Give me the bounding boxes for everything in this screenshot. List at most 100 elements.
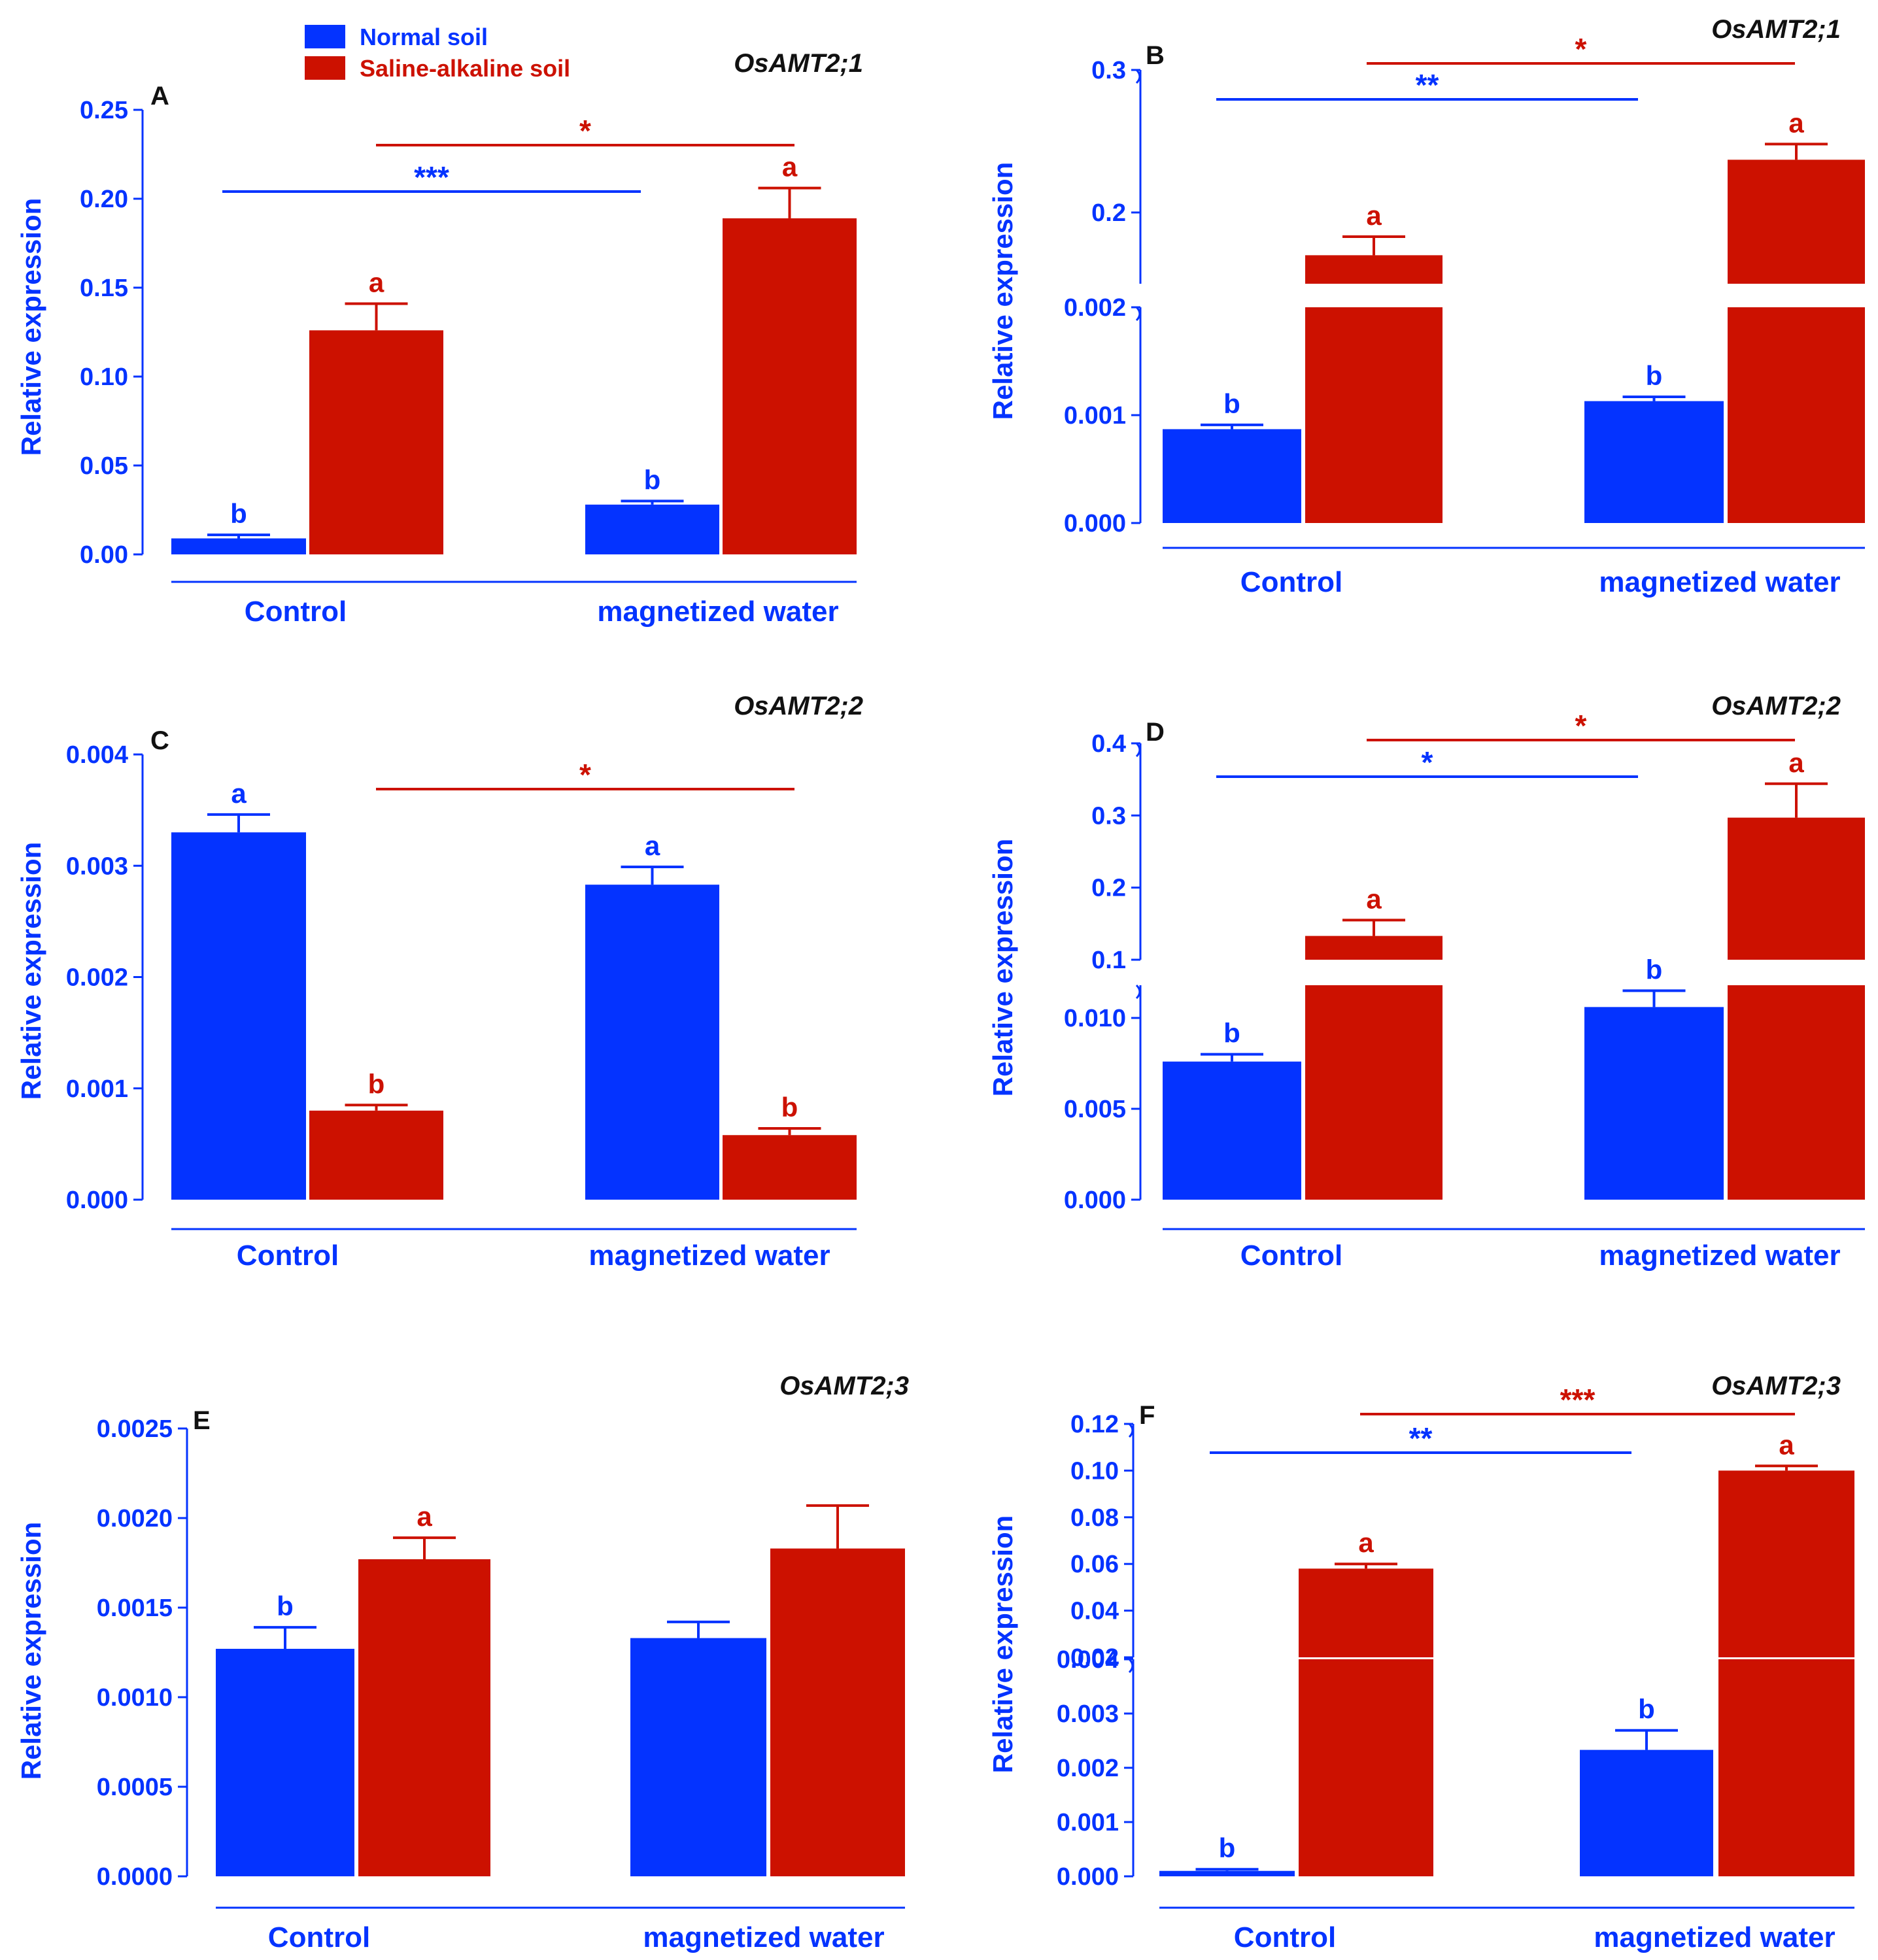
y-tick-label: 0.2 [1091, 199, 1126, 227]
bar-saline-0 [358, 1559, 490, 1876]
bar-saline-0-lower [1305, 985, 1443, 1200]
bar-saline-1-lower [1728, 985, 1865, 1200]
legend-swatch-normal [305, 25, 345, 48]
bar-saline-0 [1305, 936, 1443, 960]
significance-letter-saline-1: a [1788, 107, 1804, 138]
y-axis-label: Relative expression [16, 1522, 46, 1780]
y-tick-label: 0.000 [1057, 1863, 1119, 1891]
y-tick-label: 0.12 [1070, 1411, 1119, 1438]
y-tick-label: 0.20 [80, 186, 128, 213]
significance-letter-normal-1: b [1646, 360, 1663, 391]
legend-label-saline: Saline-alkaline soil [360, 55, 570, 82]
bar-saline-1 [1718, 1470, 1854, 1657]
y-axis-label: Relative expression [16, 842, 46, 1100]
bar-saline-0-lower [1299, 1659, 1433, 1876]
y-tick-label: 0.002 [1057, 1755, 1119, 1782]
legend-label-normal: Normal soil [360, 24, 488, 50]
significance-letter-saline-1: a [1779, 1429, 1794, 1460]
gene-title: OsAMT2;2 [734, 692, 863, 720]
significance-letter-saline-0: a [369, 267, 384, 297]
significance-letter-saline-1: b [781, 1092, 798, 1123]
bar-saline-0 [1299, 1568, 1433, 1657]
bar-normal-1 [1584, 1007, 1724, 1200]
category-label-0: Control [237, 1240, 339, 1272]
y-tick-label: 0.003 [66, 853, 128, 880]
panel-c: OsAMT2;2 C Relative expression 0.000 0.001 0.… [16, 692, 863, 1272]
significance-letter-saline-0: a [1366, 200, 1382, 231]
bar-normal-1 [1584, 401, 1724, 523]
y-tick-label: 0.3 [1091, 802, 1126, 830]
significance-letter-saline-0: a [1358, 1527, 1374, 1558]
category-label-0: Control [1240, 566, 1342, 598]
category-label-1: magnetized water [589, 1240, 830, 1272]
y-axis-label: Relative expression [987, 162, 1018, 420]
panel-letter: C [150, 726, 169, 755]
significance-letter-saline-0: a [417, 1501, 432, 1532]
axis-break-mark [1135, 742, 1141, 758]
y-tick-label: 0.15 [80, 275, 128, 302]
bar-normal-0 [171, 538, 306, 554]
significance-stars-normal: ** [1409, 1421, 1433, 1455]
y-tick-label: 0.003 [1057, 1700, 1119, 1728]
panel-a: OsAMT2;1 A Relative expression 0.00 0.05 0.10… [16, 49, 863, 628]
axis-break-mark [1135, 306, 1141, 322]
significance-letter-normal-1: b [1638, 1694, 1655, 1725]
axis-break-mark [1135, 984, 1141, 1000]
significance-letter-saline-1: a [782, 152, 798, 182]
y-tick-label: 0.0015 [97, 1595, 173, 1622]
panel-letter: E [193, 1406, 211, 1435]
significance-letter-saline-0: a [1366, 883, 1382, 914]
y-tick-label: 0.0020 [97, 1505, 173, 1532]
y-tick-label: 0.000 [1064, 1187, 1126, 1214]
significance-stars-normal: *** [414, 160, 449, 194]
significance-letter-normal-0: a [231, 778, 247, 809]
category-label-1: magnetized water [597, 596, 838, 628]
significance-letter-normal-0: b [1223, 1018, 1240, 1049]
y-tick-label: 0.005 [1064, 1096, 1126, 1123]
y-tick-label: 0.0010 [97, 1684, 173, 1712]
axis-break-mark [1128, 1658, 1134, 1674]
y-tick-label: 0.2 [1091, 875, 1126, 902]
y-tick-label: 0.0025 [97, 1415, 173, 1443]
significance-stars-saline: * [1575, 32, 1587, 66]
y-tick-label: 0.000 [66, 1187, 128, 1214]
axis-break-mark [1128, 1423, 1134, 1438]
y-tick-label: 0.0000 [97, 1863, 173, 1891]
y-tick-label: 0.1 [1091, 947, 1126, 974]
significance-letter-normal-0: b [277, 1591, 294, 1621]
bar-saline-1-lower [1728, 307, 1865, 523]
y-tick-label: 0.001 [1064, 402, 1126, 430]
y-tick-label: 0.04 [1070, 1598, 1119, 1625]
y-tick-label: 0.10 [80, 363, 128, 391]
y-tick-label: 0.05 [80, 452, 128, 480]
bar-saline-1 [1728, 160, 1865, 284]
panel-e: OsAMT2;3 E Relative expression 0.0000 0.0005… [16, 1372, 909, 1953]
significance-letter-normal-1: b [1646, 954, 1663, 985]
bar-saline-0 [309, 330, 443, 554]
gene-title: OsAMT2;3 [779, 1372, 909, 1400]
gene-title: OsAMT2;3 [1711, 1372, 1841, 1400]
bar-normal-0 [1163, 1061, 1301, 1200]
significance-stars-saline: * [579, 758, 591, 792]
category-label-1: magnetized water [1599, 566, 1840, 598]
bar-normal-0 [171, 832, 306, 1200]
significance-letter-saline-1: a [1788, 747, 1804, 778]
bar-saline-1 [770, 1548, 905, 1876]
y-tick-label: 0.4 [1091, 730, 1126, 758]
significance-stars-saline: * [579, 114, 591, 148]
bar-normal-1 [630, 1638, 766, 1876]
y-tick-label: 0.001 [66, 1075, 128, 1103]
gene-title: OsAMT2;1 [734, 49, 863, 78]
gene-title: OsAMT2;1 [1711, 15, 1841, 44]
significance-stars-normal: * [1422, 745, 1433, 779]
y-tick-label: 0.004 [66, 741, 128, 769]
significance-letter-normal-0: b [1223, 388, 1240, 419]
panel-b: OsAMT2;1 B Relative expression 0.000 0.001 0.… [987, 15, 1865, 598]
significance-letter-normal-0: b [230, 498, 247, 529]
bar-saline-1 [1728, 817, 1865, 960]
bar-normal-1 [1580, 1749, 1713, 1876]
y-tick-label: 0.08 [1070, 1504, 1119, 1532]
legend-swatch-saline [305, 56, 345, 80]
